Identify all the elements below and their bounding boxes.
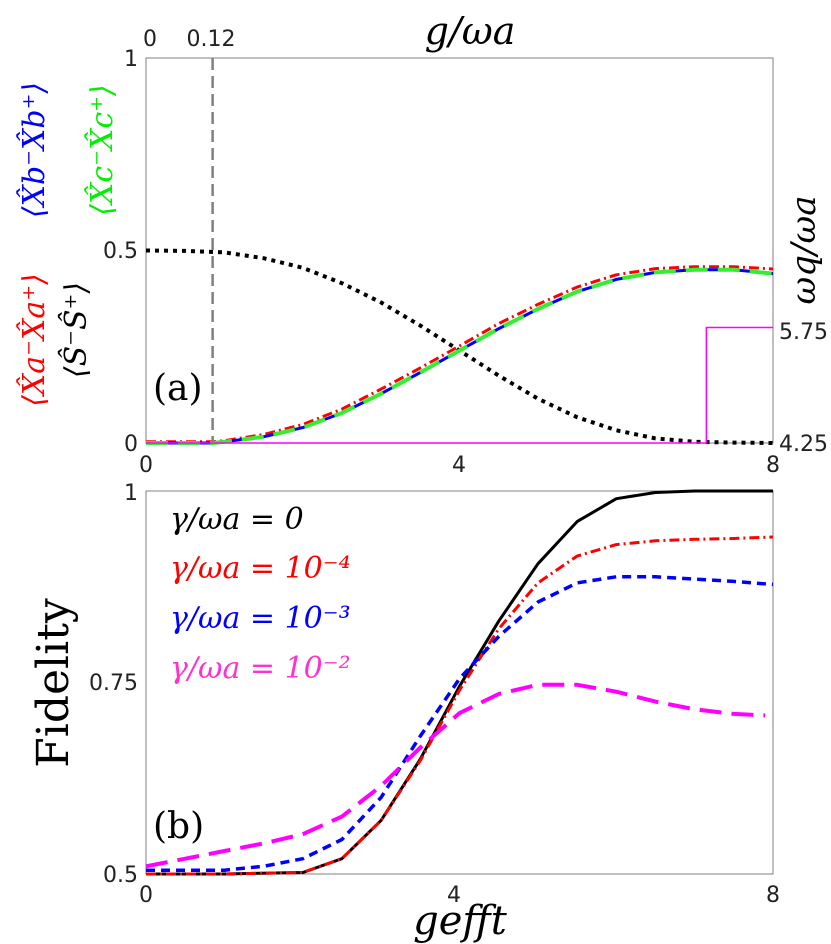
a-panel-label: (a) [153, 368, 203, 409]
a-right-tick-575: 5.75 [779, 320, 828, 345]
panel-a-frame [145, 57, 774, 444]
b-xlabel: gefft [413, 898, 508, 944]
panel-a-plot-area [145, 58, 774, 445]
panel-b-frame [145, 490, 774, 875]
a-top-tick-0: 0 [143, 27, 157, 52]
a-xtick-8: 8 [766, 453, 780, 478]
panel-a-series-3 [146, 267, 774, 445]
panel-a-series-1 [146, 265, 774, 444]
panel-b-plot-area [145, 489, 774, 876]
a-right-tick-425: 4.25 [779, 432, 828, 457]
b-xtick-4: 4 [447, 883, 461, 908]
b-legend-2: γ/ωa = 10⁻³ [170, 601, 351, 636]
a-ylabel-s: ⟨Ŝ⁻Ŝ⁺⟩ [58, 282, 94, 378]
a-xtick-0: 0 [139, 453, 153, 478]
panel-b-series-0 [146, 489, 773, 876]
b-ytick-1: 1 [124, 481, 138, 506]
b-ytick-075: 0.75 [89, 671, 138, 696]
panel-a: 0 4 8 0 0.5 1 0 0.12 g/ωa 5.75 4.25 ωq/ω… [17, 9, 828, 478]
b-panel-label: (b) [153, 806, 204, 847]
panel-a-series-2 [146, 268, 774, 445]
a-xtick-4: 4 [452, 453, 466, 478]
panel-a-series-4 [146, 326, 773, 444]
a-ytick-1: 1 [124, 47, 138, 72]
a-ytick-0: 0 [124, 432, 138, 457]
b-ytick-05: 0.5 [103, 863, 138, 888]
a-ytick-05: 0.5 [103, 239, 138, 264]
b-ylabel: Fidelity [28, 598, 79, 768]
a-top-axis-label: g/ωa [425, 9, 516, 53]
a-top-tick-012: 0.12 [187, 27, 236, 52]
panel-b: 0 4 8 0.5 0.75 1 gefft Fidelity γ/ωa = 0… [28, 481, 780, 944]
b-xtick-0: 0 [139, 883, 153, 908]
panel-a-series-0 [145, 248, 774, 445]
a-ylabel-xa: ⟨X̂a⁻X̂a⁺⟩ [17, 273, 52, 407]
a-ylabel-xc: ⟨X̂c⁻X̂c⁺⟩ [85, 84, 120, 215]
panel-b-series-2 [146, 575, 774, 872]
panel-b-series-3 [145, 682, 766, 869]
b-legend-3: γ/ωa = 10⁻² [170, 651, 351, 686]
b-legend-0: γ/ωa = 0 [170, 502, 304, 537]
a-ylabel-xb: ⟨X̂b⁻X̂b⁺⟩ [17, 82, 52, 218]
a-right-axis-label: ωq/ωa [784, 196, 824, 305]
b-legend-1: γ/ωa = 10⁻⁴ [170, 551, 351, 586]
b-xtick-8: 8 [766, 883, 780, 908]
